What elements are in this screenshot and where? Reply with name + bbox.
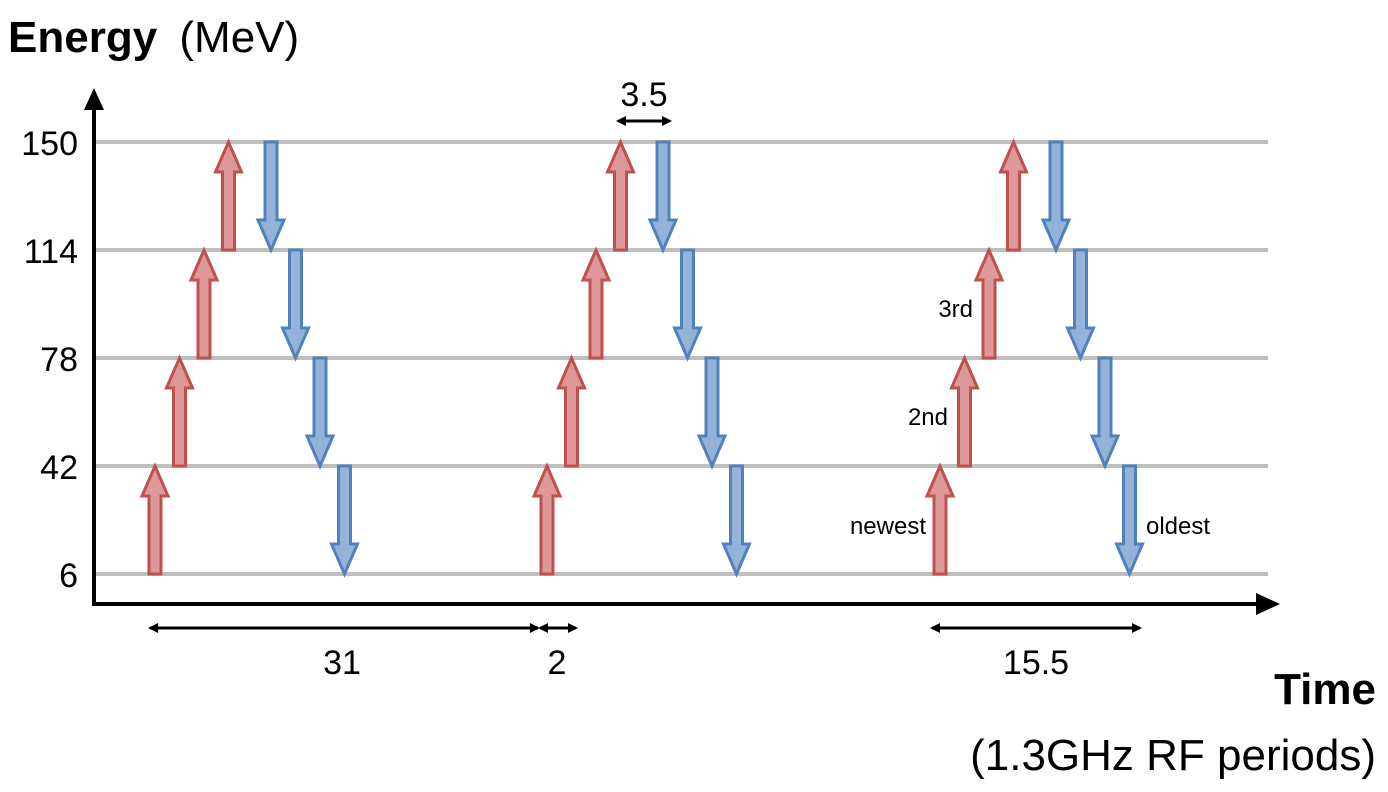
accelerating-arrow-group2-stage3 bbox=[580, 246, 612, 360]
accelerating-arrow-group1-stage1 bbox=[139, 462, 171, 576]
decelerating-arrow-group2-stage3 bbox=[696, 356, 728, 470]
decelerating-arrow-group3-stage3 bbox=[1089, 356, 1121, 470]
generation-label-3rd: 3rd bbox=[938, 296, 973, 323]
accelerating-arrow-group1-stage4 bbox=[213, 138, 244, 252]
accelerating-arrow-group2-stage2 bbox=[556, 354, 587, 468]
accelerating-arrow-group3-stage1 bbox=[924, 462, 956, 576]
y-axis-title: Energy (MeV) bbox=[8, 13, 299, 62]
decelerating-arrow-group3-stage1 bbox=[1040, 140, 1072, 254]
decelerating-arrow-group3-stage4 bbox=[1114, 464, 1145, 578]
level-label-6: 6 bbox=[59, 557, 78, 595]
decelerating-arrow-group2-stage2 bbox=[672, 248, 703, 362]
level-label-114: 114 bbox=[24, 233, 78, 271]
accelerating-arrow-group3-stage2 bbox=[949, 354, 980, 468]
accelerating-arrow-group3-stage3 bbox=[973, 246, 1005, 360]
level-label-42: 42 bbox=[40, 449, 78, 487]
decelerating-arrow-group2-stage4 bbox=[721, 464, 752, 578]
accelerating-arrow-group1-stage2 bbox=[164, 354, 195, 468]
decelerating-arrow-group1-stage2 bbox=[280, 248, 311, 362]
y-axis-arrowhead bbox=[84, 88, 104, 110]
accelerating-arrow-group2-stage1 bbox=[531, 462, 563, 576]
accelerating-arrow-group3-stage4 bbox=[998, 138, 1029, 252]
decelerating-arrow-group1-stage1 bbox=[255, 140, 287, 254]
generation-label-newest: newest bbox=[850, 513, 926, 540]
x-axis-title-bold: Time bbox=[1274, 665, 1376, 714]
generation-label-2nd: 2nd bbox=[908, 404, 948, 431]
generation-label-oldest: oldest bbox=[1146, 513, 1210, 540]
accelerating-arrow-group2-stage4 bbox=[605, 138, 636, 252]
y-axis-title-bold: Energy bbox=[8, 13, 158, 62]
bunch-arrows bbox=[139, 138, 1145, 578]
dimension-gap-label: 2 bbox=[548, 644, 567, 682]
x-axis-title-unit: (1.3GHz RF periods) bbox=[970, 731, 1376, 780]
x-axis-arrowhead bbox=[1256, 593, 1280, 615]
dimension-bunch-spacing-label: 3.5 bbox=[620, 76, 667, 114]
dimension-half-train-label: 15.5 bbox=[1003, 644, 1069, 682]
decelerating-arrow-group1-stage4 bbox=[329, 464, 360, 578]
y-axis-title-unit: (MeV) bbox=[179, 13, 299, 62]
dimension-train-length-label: 31 bbox=[323, 644, 361, 682]
level-label-150: 150 bbox=[21, 125, 78, 163]
level-label-78: 78 bbox=[40, 341, 78, 379]
accelerating-arrow-group1-stage3 bbox=[188, 246, 220, 360]
decelerating-arrow-group2-stage1 bbox=[647, 140, 679, 254]
decelerating-arrow-group3-stage2 bbox=[1065, 248, 1096, 362]
decelerating-arrow-group1-stage3 bbox=[304, 356, 336, 470]
